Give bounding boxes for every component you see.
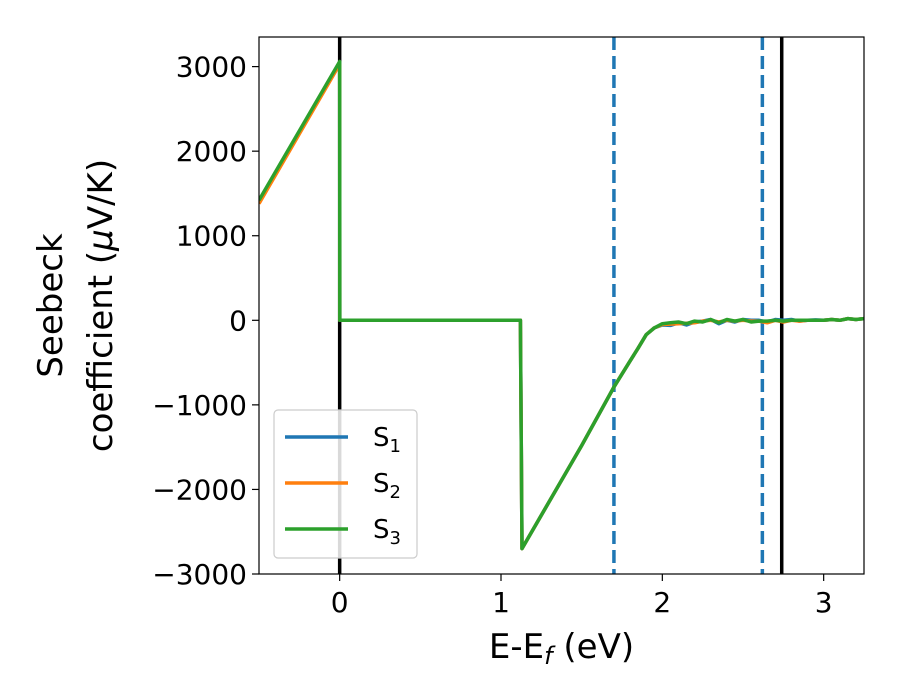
legend-entry-s3: S3 bbox=[285, 515, 401, 549]
y-axis-label: Seebeck coefficient (μV/K) bbox=[31, 159, 121, 452]
legend-entry-s1: S1 bbox=[285, 423, 401, 457]
legend: S1 S2 S3 bbox=[273, 409, 418, 559]
x-axis-label: E-Ef (eV) bbox=[489, 627, 634, 670]
legend-label-s3: S3 bbox=[373, 515, 401, 549]
x-tick-label: 1 bbox=[492, 586, 510, 619]
y-tick-label: 0 bbox=[229, 304, 247, 337]
y-tick-label: −1000 bbox=[152, 389, 247, 422]
legend-label-s2: S2 bbox=[373, 469, 401, 503]
x-tick-label: 2 bbox=[653, 586, 671, 619]
y-tick-label: −2000 bbox=[152, 473, 247, 506]
x-tick-label: 3 bbox=[815, 586, 833, 619]
y-tick-label: 1000 bbox=[176, 220, 247, 253]
x-ticks: 0 1 2 3 bbox=[331, 574, 833, 619]
x-tick-label: 0 bbox=[331, 586, 349, 619]
y-tick-label: −3000 bbox=[152, 558, 247, 591]
legend-entry-s2: S2 bbox=[285, 469, 401, 503]
series-lines bbox=[259, 59, 864, 551]
series-line-s3 bbox=[259, 59, 864, 551]
y-axis-label-line2: coefficient (μV/K) bbox=[81, 159, 121, 452]
y-ticks: −3000 −2000 −1000 0 1000 2000 3000 bbox=[152, 51, 259, 591]
y-tick-label: 3000 bbox=[176, 51, 247, 84]
axes-frame bbox=[258, 36, 865, 575]
y-tick-label: 2000 bbox=[176, 135, 247, 168]
y-axis-label-line1: Seebeck bbox=[31, 233, 71, 378]
legend-label-s1: S1 bbox=[373, 423, 401, 457]
